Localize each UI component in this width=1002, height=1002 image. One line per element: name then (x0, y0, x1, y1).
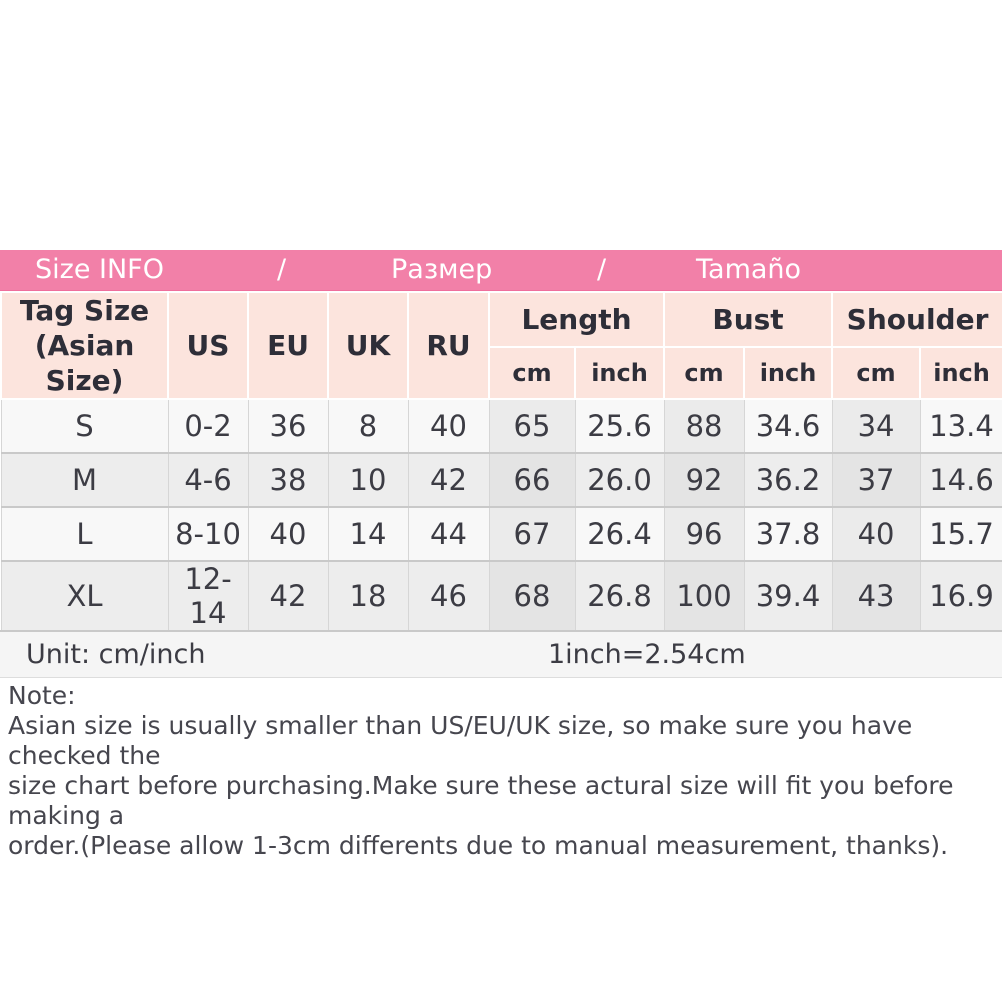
cell-length-inch: 26.8 (574, 560, 665, 630)
cell-tag: M (0, 452, 169, 507)
cell-ru: 40 (407, 398, 490, 453)
cell-shoulder-cm: 34 (831, 398, 921, 453)
header-bust-cm: cm (663, 346, 746, 400)
note-title: Note: (8, 681, 76, 710)
cell-length-inch: 26.4 (574, 506, 665, 561)
unit-label: Unit: cm/inch (26, 639, 206, 670)
size-chart: Size INFO / Размер / Tamaño Tag Size (As… (0, 250, 1002, 861)
cell-eu: 42 (247, 560, 329, 630)
cell-uk: 14 (327, 506, 409, 561)
header-tag-size-line2: (Asian Size) (34, 329, 135, 397)
header-eu: EU (247, 291, 329, 400)
cell-length-cm: 67 (488, 506, 576, 561)
size-row-xl: XL 12-14 42 18 46 68 26.8 100 39.4 43 16… (0, 560, 1002, 630)
cell-bust-cm: 96 (663, 506, 745, 561)
cell-ru: 46 (407, 560, 490, 630)
cell-tag: S (0, 398, 169, 453)
cell-bust-inch: 39.4 (743, 560, 833, 630)
header-ru: RU (407, 291, 490, 400)
cell-shoulder-cm: 37 (831, 452, 921, 507)
header-us: US (167, 291, 249, 400)
note-section: Note: Asian size is usually smaller than… (0, 678, 1002, 861)
cell-shoulder-inch: 16.9 (919, 560, 1002, 630)
header-length: Length (487, 290, 666, 349)
cell-bust-inch: 34.6 (743, 398, 833, 453)
cell-uk: 18 (327, 560, 409, 630)
note-line: Asian size is usually smaller than US/EU… (8, 711, 913, 770)
size-table: Tag Size (Asian Size) US EU UK RU Length… (0, 290, 1002, 630)
cell-us: 0-2 (167, 398, 249, 453)
size-info-banner: Size INFO / Размер / Tamaño (0, 250, 1002, 291)
size-row-s: S 0-2 36 8 40 65 25.6 88 34.6 34 13.4 (0, 398, 1002, 453)
header-length-inch: inch (573, 346, 666, 400)
cell-us: 8-10 (167, 506, 249, 561)
header-length-cm: cm (488, 346, 576, 400)
header-bust: Bust (663, 290, 834, 349)
conversion-label: 1inch=2.54cm (548, 639, 746, 670)
cell-shoulder-inch: 15.7 (919, 506, 1002, 561)
banner-separator: / (597, 254, 607, 285)
note-line: size chart before purchasing.Make sure t… (8, 771, 954, 830)
cell-length-cm: 68 (488, 560, 576, 630)
cell-eu: 36 (247, 398, 329, 453)
cell-eu: 40 (247, 506, 329, 561)
cell-us: 12-14 (167, 560, 249, 630)
banner-title-ru: Размер (391, 254, 493, 285)
cell-shoulder-inch: 14.6 (919, 452, 1002, 507)
header-shoulder-inch: inch (919, 346, 1002, 400)
header-tag-size-line1: Tag Size (19, 294, 150, 327)
header-shoulder: Shoulder (831, 290, 1002, 349)
cell-bust-cm: 100 (663, 560, 745, 630)
header-uk: UK (327, 291, 409, 400)
cell-length-cm: 66 (488, 452, 576, 507)
header-bust-inch: inch (743, 346, 834, 400)
note-line: order.(Please allow 1-3cm differents due… (8, 831, 949, 860)
unit-row: Unit: cm/inch 1inch=2.54cm (0, 630, 1002, 678)
header-tag-size: Tag Size (Asian Size) (0, 291, 169, 400)
cell-length-inch: 25.6 (574, 398, 665, 453)
cell-uk: 8 (327, 398, 409, 453)
cell-length-cm: 65 (488, 398, 576, 453)
cell-bust-cm: 88 (663, 398, 745, 453)
cell-tag: L (0, 506, 169, 561)
cell-ru: 44 (407, 506, 490, 561)
cell-bust-inch: 36.2 (743, 452, 833, 507)
cell-us: 4-6 (167, 452, 249, 507)
cell-bust-inch: 37.8 (743, 506, 833, 561)
cell-shoulder-cm: 43 (831, 560, 921, 630)
header-shoulder-cm: cm (831, 346, 922, 400)
cell-eu: 38 (247, 452, 329, 507)
size-row-m: M 4-6 38 10 42 66 26.0 92 36.2 37 14.6 (0, 452, 1002, 507)
banner-separator: / (277, 254, 287, 285)
cell-shoulder-inch: 13.4 (919, 398, 1002, 453)
cell-ru: 42 (407, 452, 490, 507)
cell-shoulder-cm: 40 (831, 506, 921, 561)
banner-title-en: Size INFO (35, 254, 164, 285)
banner-title-es: Tamaño (696, 254, 802, 285)
cell-bust-cm: 92 (663, 452, 745, 507)
cell-tag: XL (0, 560, 169, 630)
cell-length-inch: 26.0 (574, 452, 665, 507)
size-row-l: L 8-10 40 14 44 67 26.4 96 37.8 40 15.7 (0, 506, 1002, 561)
cell-uk: 10 (327, 452, 409, 507)
